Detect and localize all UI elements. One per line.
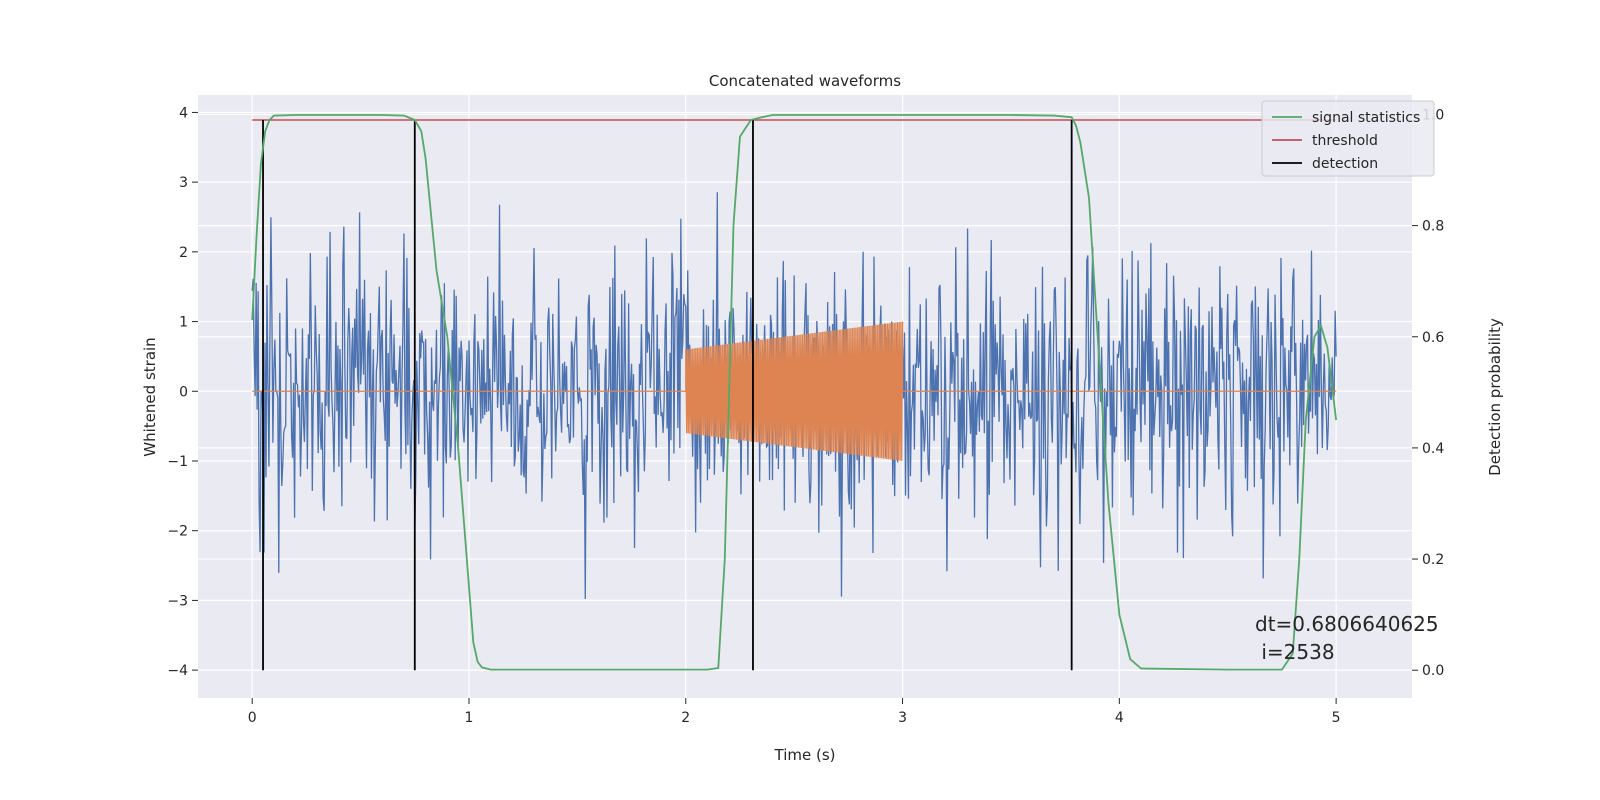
- x-tick-label: 1: [465, 710, 474, 726]
- legend-label-signal-statistics: signal statistics: [1312, 110, 1420, 126]
- y-right-tick-label: 0.4: [1422, 441, 1444, 457]
- legend-box: [1261, 100, 1435, 177]
- x-axis-label: Time (s): [774, 746, 836, 764]
- series-layer: [251, 114, 1338, 671]
- y-right-tick-label: 0.2: [1422, 552, 1444, 568]
- y-axis-label: Whitened strain: [141, 337, 159, 456]
- chart-title: Concatenated waveforms: [709, 72, 901, 90]
- y-tick-label: 4: [179, 105, 188, 121]
- y-tick-label: 2: [179, 245, 188, 261]
- y-tick-label: −4: [167, 663, 188, 679]
- series-whitened-strain: [251, 192, 1337, 599]
- annotation-i: i=2538: [1255, 640, 1335, 664]
- x-tick-label: 0: [248, 710, 257, 726]
- x-tick-label: 2: [681, 710, 690, 726]
- y-tick-label: −2: [167, 524, 188, 540]
- annotation-dt: dt=0.6806640625: [1255, 612, 1439, 636]
- legend-label-threshold: threshold: [1312, 133, 1378, 149]
- y-tick-label: 3: [179, 175, 188, 191]
- legend-label-detection: detection: [1312, 156, 1378, 172]
- y-tick-label: −1: [167, 454, 188, 470]
- legend: signal statistics threshold detection: [1261, 100, 1435, 177]
- y-right-tick-label: 0.6: [1422, 330, 1444, 346]
- series-injected-signal: [252, 321, 1337, 461]
- y-tick-label: 0: [179, 384, 188, 400]
- y-right-tick-label: 0.8: [1422, 219, 1444, 235]
- x-tick-label: 5: [1332, 710, 1341, 726]
- x-tick-label: 3: [898, 710, 907, 726]
- y-right-tick-label: 0.0: [1422, 663, 1444, 679]
- y-tick-label: 1: [179, 315, 188, 331]
- x-tick-label: 4: [1115, 710, 1124, 726]
- series-signal-statistics: [251, 114, 1338, 671]
- y-tick-label: −3: [167, 593, 188, 609]
- y-axis-label-right: Detection probability: [1486, 318, 1504, 476]
